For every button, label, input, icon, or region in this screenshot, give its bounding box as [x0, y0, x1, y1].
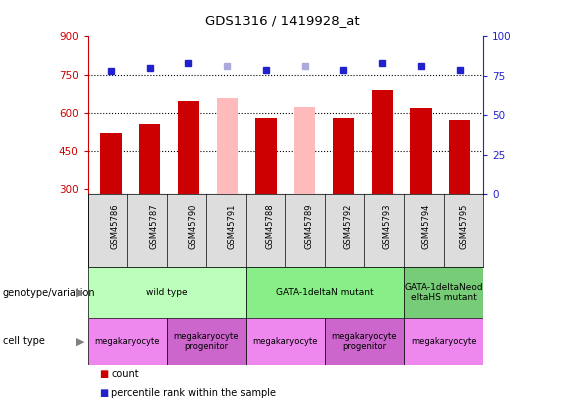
- Text: GSM45795: GSM45795: [460, 203, 469, 249]
- Bar: [255, 119, 277, 194]
- Text: GSM45791: GSM45791: [227, 203, 236, 249]
- Bar: [372, 90, 393, 194]
- Text: megakaryocyte: megakaryocyte: [411, 337, 476, 346]
- Text: GATA-1deltaN mutant: GATA-1deltaN mutant: [276, 288, 373, 297]
- Bar: [216, 98, 238, 194]
- Text: ▶: ▶: [76, 336, 85, 346]
- Bar: [449, 120, 471, 194]
- Bar: [404, 267, 483, 318]
- Bar: [88, 318, 167, 364]
- Bar: [325, 318, 404, 364]
- Bar: [88, 267, 246, 318]
- Text: GSM45788: GSM45788: [266, 203, 275, 249]
- Text: count: count: [111, 369, 139, 379]
- Text: megakaryocyte
progenitor: megakaryocyte progenitor: [173, 332, 239, 351]
- Text: GSM45786: GSM45786: [111, 203, 120, 249]
- Text: ▶: ▶: [76, 288, 85, 298]
- Text: GSM45790: GSM45790: [188, 203, 197, 249]
- Text: GSM45794: GSM45794: [421, 203, 430, 249]
- Bar: [100, 133, 121, 194]
- Bar: [139, 124, 160, 194]
- Bar: [294, 107, 315, 194]
- Text: cell type: cell type: [3, 336, 45, 346]
- Bar: [167, 318, 246, 364]
- Text: megakaryocyte: megakaryocyte: [94, 337, 160, 346]
- Text: GATA-1deltaNeod
eltaHS mutant: GATA-1deltaNeod eltaHS mutant: [404, 283, 483, 302]
- Bar: [246, 267, 404, 318]
- Bar: [178, 101, 199, 194]
- Text: ■: ■: [99, 388, 108, 398]
- Text: wild type: wild type: [146, 288, 188, 297]
- Bar: [404, 318, 483, 364]
- Text: GSM45787: GSM45787: [150, 203, 159, 249]
- Text: megakaryocyte: megakaryocyte: [253, 337, 318, 346]
- Bar: [246, 318, 325, 364]
- Text: percentile rank within the sample: percentile rank within the sample: [111, 388, 276, 398]
- Text: megakaryocyte
progenitor: megakaryocyte progenitor: [332, 332, 397, 351]
- Text: GSM45793: GSM45793: [383, 203, 391, 249]
- Text: GDS1316 / 1419928_at: GDS1316 / 1419928_at: [205, 14, 360, 27]
- Text: ■: ■: [99, 369, 108, 379]
- Bar: [333, 119, 354, 194]
- Text: GSM45792: GSM45792: [344, 203, 353, 249]
- Text: GSM45789: GSM45789: [305, 203, 314, 249]
- Text: genotype/variation: genotype/variation: [3, 288, 95, 298]
- Bar: [410, 108, 432, 194]
